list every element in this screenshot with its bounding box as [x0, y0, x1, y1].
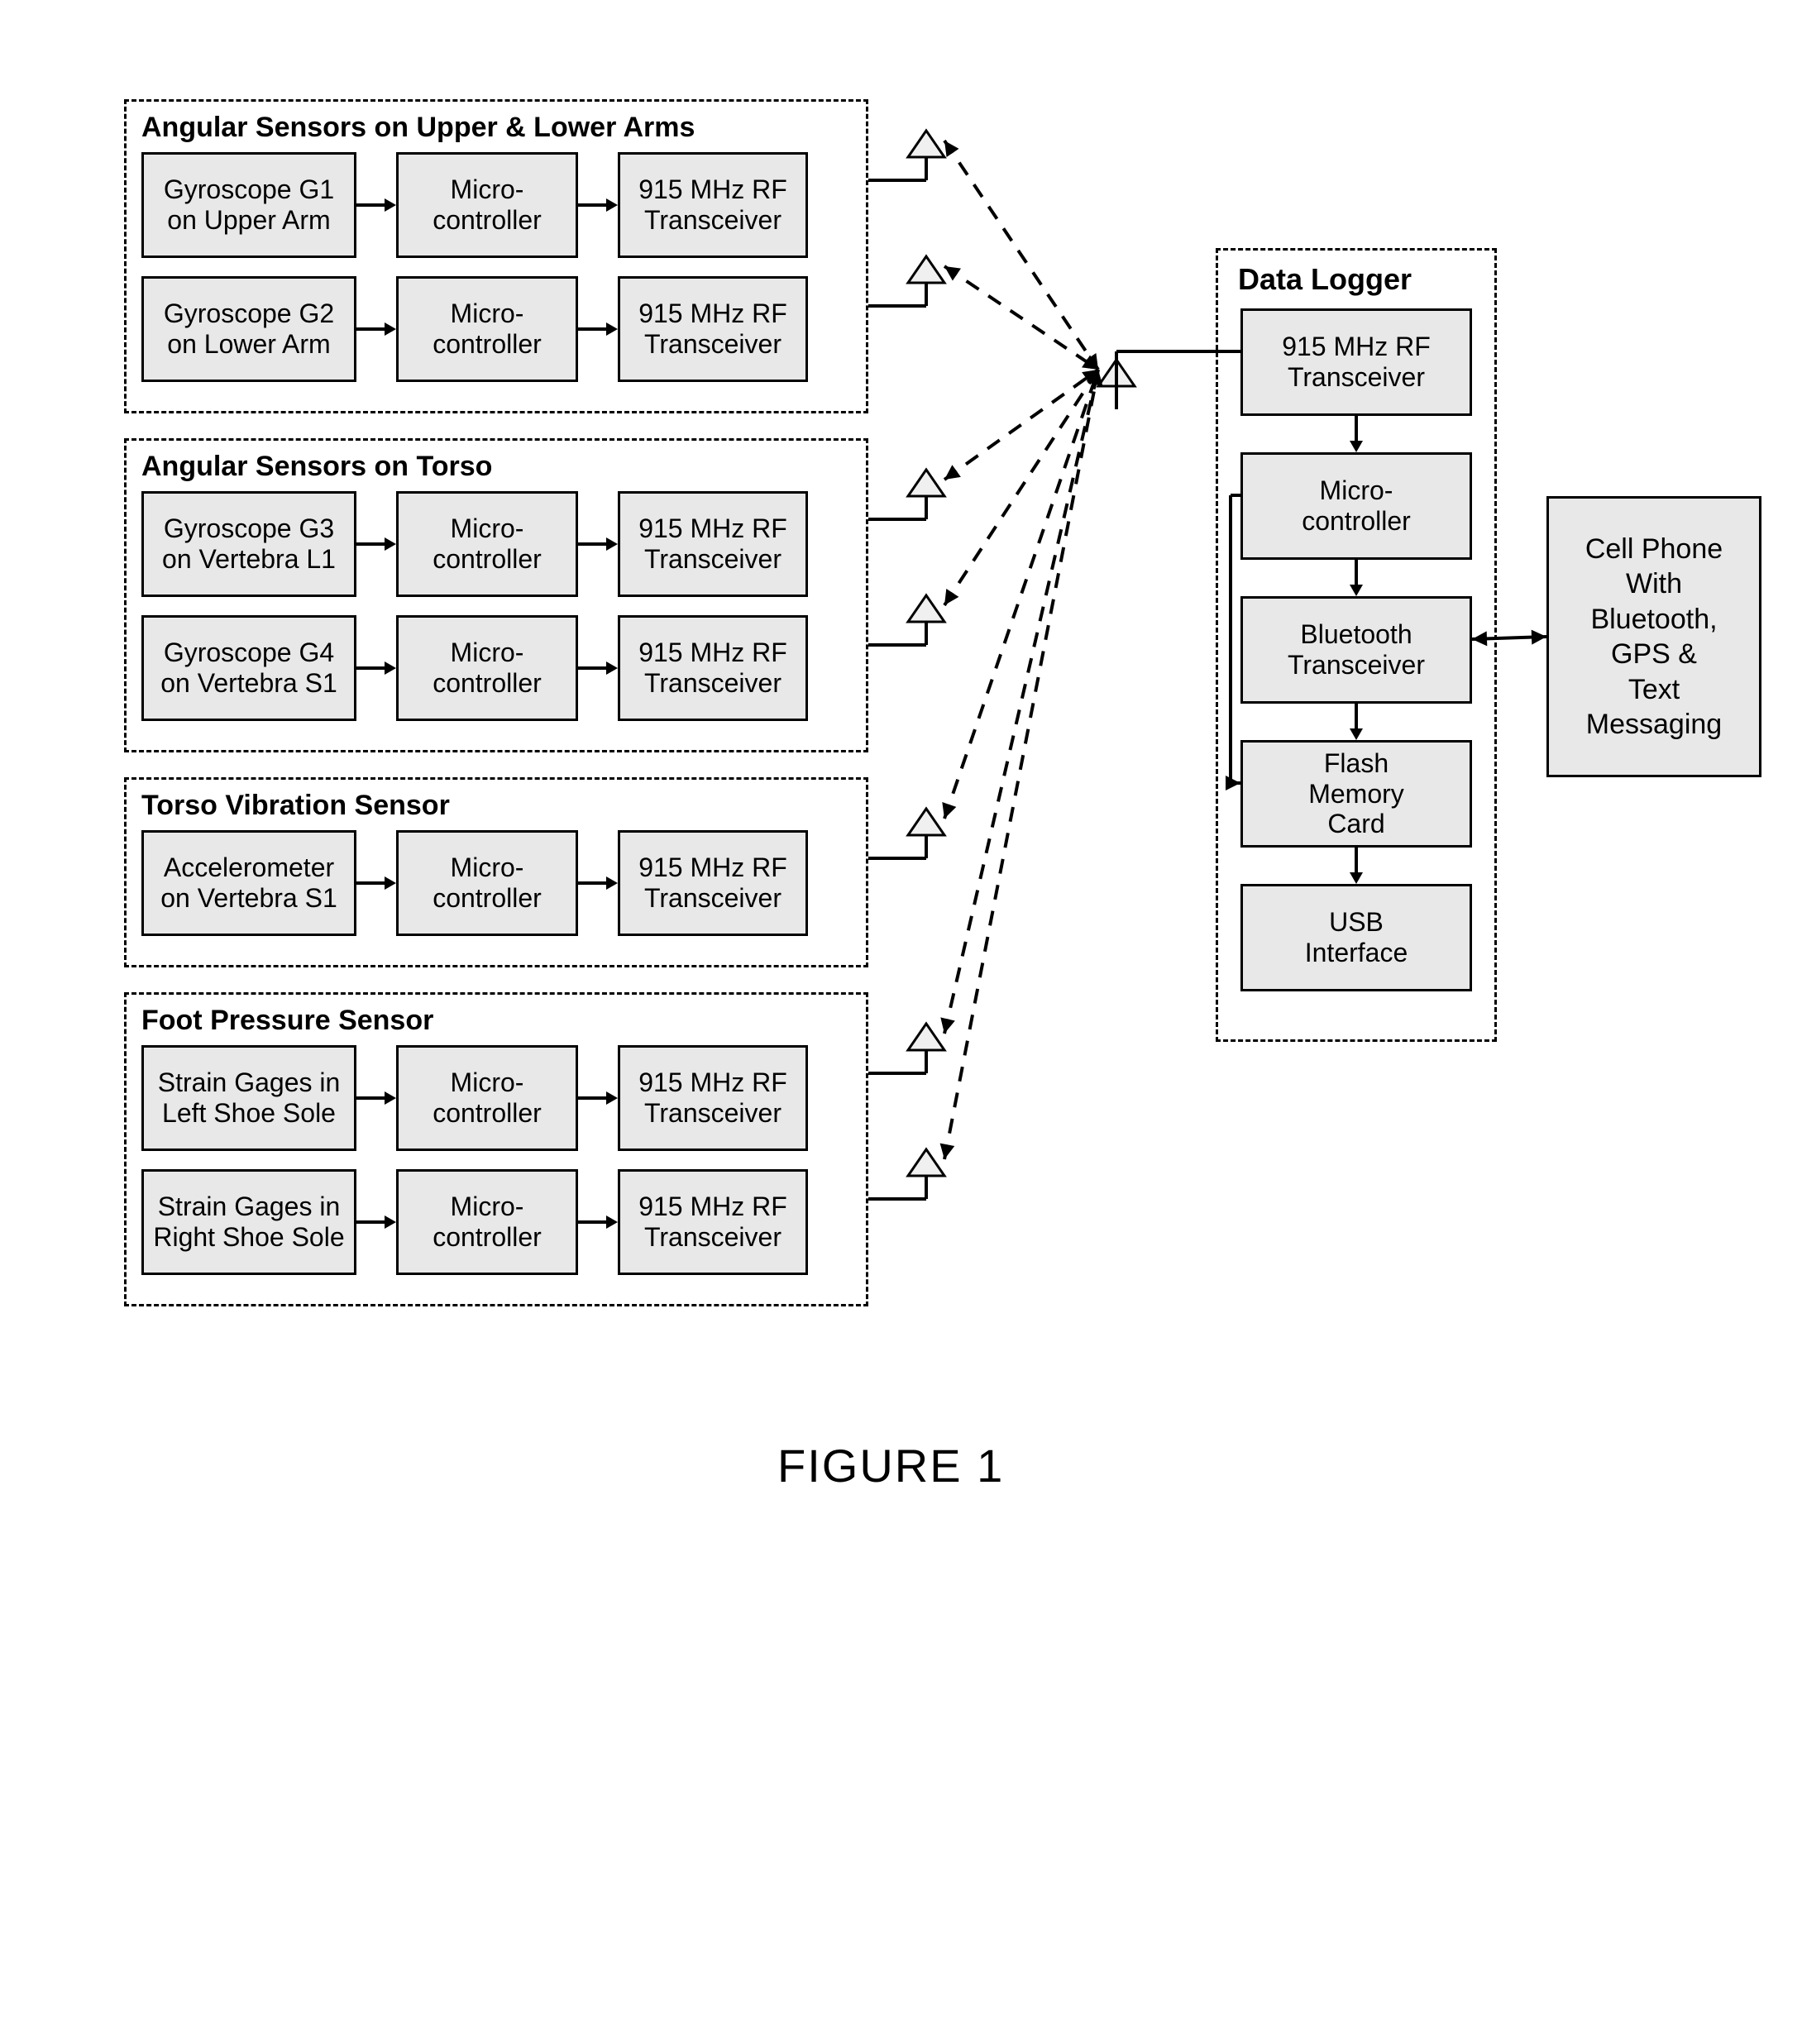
figure-label: FIGURE 1 — [777, 1439, 1004, 1492]
